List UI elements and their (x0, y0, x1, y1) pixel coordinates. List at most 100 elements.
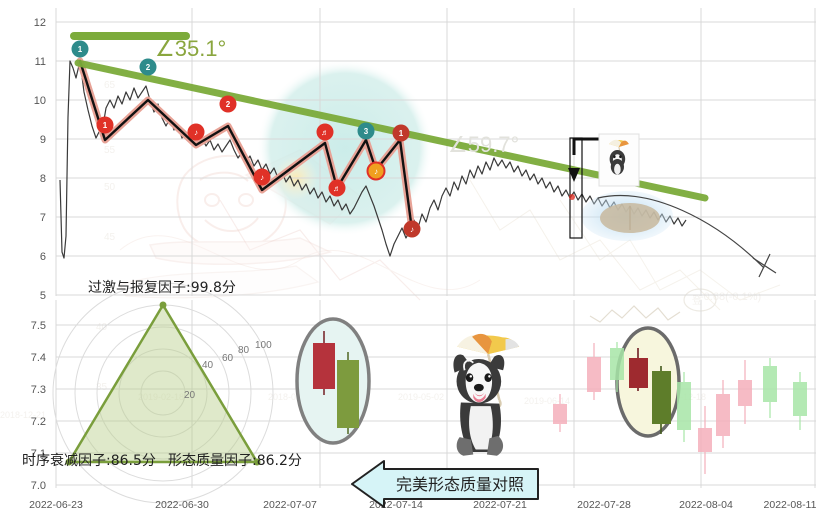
zigzag-marker-peak-4: ♬ (316, 123, 334, 141)
svg-text:40: 40 (96, 322, 108, 333)
radar-ring-label-60: 60 (222, 353, 234, 364)
target-zone-ellipse (581, 191, 673, 241)
zigzag-marker-peak-2: 2 (139, 58, 157, 76)
candle-highlight-left (295, 317, 371, 445)
radar-ring-label-20: 20 (184, 390, 196, 401)
candle-faded-9 (793, 372, 807, 430)
ytick-upper-2: 7 (40, 212, 46, 224)
zigzag-marker-peak-1: 1 (71, 40, 89, 58)
radar-polygon (66, 302, 260, 464)
zigzag-marker-trough-2: ♪ (187, 123, 205, 141)
upper-grid (55, 8, 816, 296)
candle-faded-7 (738, 360, 752, 424)
svg-text:35: 35 (96, 382, 108, 393)
svg-text:2019-05-02: 2019-05-02 (398, 392, 444, 402)
radar-factor-left: 时序衰减因子:86.5分 (22, 452, 156, 469)
ytick-upper-7: 12 (34, 17, 46, 29)
candle-faded-6 (716, 380, 730, 448)
entry-signal-arrow (568, 137, 600, 239)
projection-arc (597, 194, 777, 278)
svg-text:♬: ♬ (321, 128, 329, 137)
svg-text:2: 2 (146, 63, 151, 72)
xtick-1: 2022-06-30 (155, 499, 209, 511)
zigzag-markers: 1 1 2 ♪ 2 ♪ ♬ ♬ 3 ♪ 1 ♪ (71, 40, 421, 238)
svg-text:1: 1 (103, 121, 108, 130)
svg-text:2: 2 (226, 100, 231, 109)
svg-text:50: 50 (104, 182, 116, 193)
xtick-6: 2022-08-04 (679, 499, 733, 511)
svg-text:2019-02-18: 2019-02-18 (138, 392, 184, 402)
xtick-4: 2022-07-21 (473, 499, 527, 511)
svg-text:2019-06-14: 2019-06-14 (524, 396, 570, 406)
svg-text:65: 65 (104, 80, 116, 91)
svg-text:55: 55 (104, 145, 116, 156)
upper-yaxis: 12 11 10 9 8 7 6 5 (34, 17, 46, 302)
candle-faded-1 (553, 394, 567, 432)
ytick-upper-4: 9 (40, 134, 46, 146)
zigzag-marker-trough-6: ♪ (403, 220, 421, 238)
candle-up-right (652, 366, 671, 434)
zigzag-marker-trough-4: ♬ (328, 179, 346, 197)
xtick-2: 2022-07-07 (263, 499, 317, 511)
candle-faded-5 (698, 406, 712, 474)
ytick-upper-3: 8 (40, 173, 46, 185)
svg-text:2018-12-21: 2018-12-21 (0, 410, 46, 420)
zigzag-marker-peak-3: 2 (219, 95, 237, 113)
svg-text:♬: ♬ (333, 184, 341, 193)
ytick-lower-1: 7.1 (31, 448, 46, 460)
candle-down-right (629, 348, 648, 391)
svg-text:-0.68(-0.1%): -0.68(-0.1%) (700, 291, 761, 303)
radar-ring-label-80: 80 (238, 345, 250, 356)
ytick-lower-2: 7.2 (31, 416, 46, 428)
zigzag-marker-trough-1: 1 (96, 116, 114, 134)
ytick-upper-0: 5 (40, 290, 46, 302)
ytick-lower-3: 7.3 (31, 384, 46, 396)
ytick-lower-5: 7.5 (31, 320, 46, 332)
zigzag-marker-trough-3: ♪ (253, 168, 271, 186)
pattern-quality-callout[interactable]: 完美形态质量对照 (351, 460, 539, 508)
faded-candles (553, 342, 807, 474)
angle-label-faint: ∠59.7° (448, 132, 519, 157)
candle-faded-4 (677, 372, 691, 442)
angle-label-primary: ∠35.1° (155, 36, 226, 61)
svg-text:♪: ♪ (194, 128, 198, 137)
candle-highlight-right (615, 326, 681, 438)
ytick-lower-4: 7.4 (31, 352, 46, 364)
svg-text:3: 3 (364, 127, 369, 136)
lower-panel-faded-line (589, 305, 681, 323)
radar-ring-label-40: 40 (202, 360, 214, 371)
ytick-lower-0: 7.0 (31, 480, 46, 492)
candle-faded-3 (610, 342, 624, 392)
svg-text:2018-05-02: 2018-05-02 (268, 392, 314, 402)
radar-factor-top: 过激与报复因子:99.8分 (88, 279, 236, 296)
candle-faded-2 (587, 343, 601, 400)
upper-panel-bg (56, 8, 816, 296)
xaxis: 2022-06-23 2022-06-30 2022-07-07 2022-07… (29, 499, 816, 511)
svg-text:♪: ♪ (260, 173, 264, 182)
dog-umbrella-sticker (453, 333, 520, 456)
candle-down-left (313, 331, 335, 395)
svg-text:1: 1 (78, 45, 83, 54)
dog-umbrella-thumbnail (598, 133, 640, 187)
svg-text:登: 登 (692, 294, 702, 307)
quality-radar: 20 40 60 80 100 (52, 282, 274, 504)
radar-factor-right: 形态质量因子:86.2分 (168, 453, 302, 469)
xtick-5: 2022-07-28 (577, 499, 631, 511)
lower-yaxis: 7.5 7.4 7.3 7.2 7.1 7.0 (31, 320, 46, 492)
ytick-upper-5: 10 (34, 95, 46, 107)
ytick-upper-1: 6 (40, 251, 46, 263)
svg-text:♪: ♪ (410, 225, 414, 234)
svg-text:♪: ♪ (374, 167, 378, 176)
candle-up-left (337, 352, 359, 434)
svg-text:1: 1 (399, 129, 404, 138)
zigzag-marker-peak-6: 1 (392, 124, 410, 142)
xtick-7: 2022-08-11 (764, 499, 816, 511)
ytick-upper-6: 11 (35, 56, 46, 68)
svg-text:45: 45 (104, 232, 116, 243)
callout-label: 完美形态质量对照 (396, 475, 524, 494)
zigzag-marker-peak-5: 3 (357, 122, 375, 140)
radar-ring-label-100: 100 (255, 340, 272, 351)
candle-faded-8 (763, 358, 777, 418)
xtick-0: 2022-06-23 (29, 499, 83, 511)
